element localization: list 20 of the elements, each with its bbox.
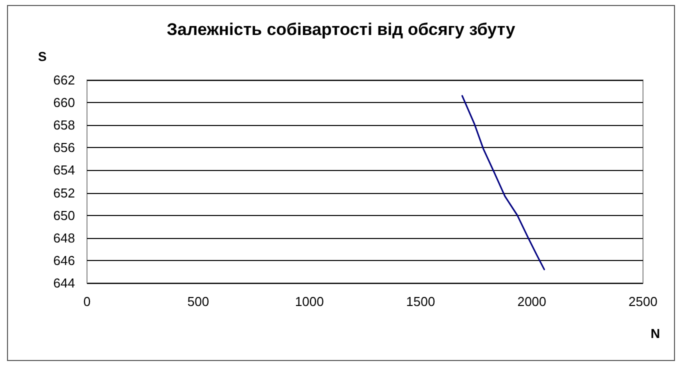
y-tick-label: 660 — [53, 95, 75, 110]
x-tick-label: 500 — [187, 294, 210, 309]
x-tick-label: 1500 — [406, 294, 436, 309]
chart-title: Залежність собівартості від обсягу збуту — [166, 20, 516, 39]
line-series — [461, 95, 546, 270]
y-tick-label: 662 — [53, 72, 75, 88]
y-tick-label: 650 — [53, 208, 75, 223]
y-tick-label: 644 — [53, 276, 75, 290]
x-tick-label: 2500 — [628, 294, 658, 309]
y-tick-label: 652 — [53, 185, 75, 200]
x-tick-label: 1000 — [294, 294, 324, 309]
y-tick-label: 656 — [53, 140, 75, 156]
y-tick-label: 648 — [53, 230, 75, 246]
y-tick-label: 658 — [53, 118, 75, 133]
y-axis-title: S — [38, 49, 47, 64]
x-tick-label: 2000 — [517, 294, 546, 309]
x-tick-label: 0 — [83, 294, 91, 309]
y-tick-label: 646 — [53, 252, 75, 268]
x-axis-title: N — [650, 326, 660, 341]
y-tick-label: 654 — [53, 162, 75, 178]
